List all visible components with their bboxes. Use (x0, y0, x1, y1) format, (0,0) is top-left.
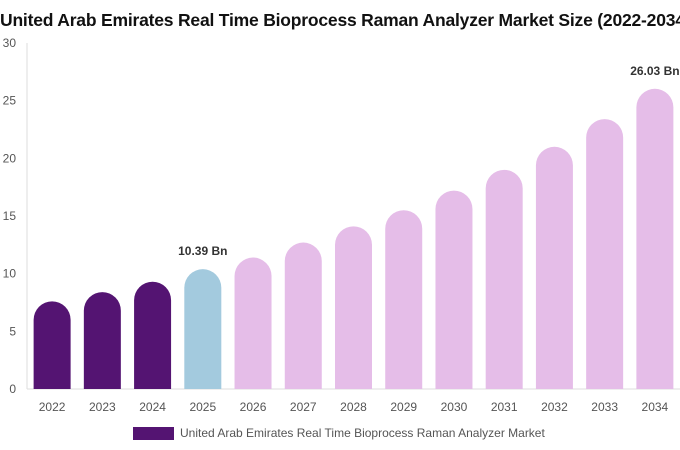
y-tick-label: 25 (3, 94, 17, 108)
x-tick-label: 2030 (441, 400, 468, 414)
x-tick-label: 2032 (541, 400, 568, 414)
chart-title: United Arab Emirates Real Time Bioproces… (0, 10, 680, 30)
bar-2027 (284, 242, 322, 389)
labels-layer: 10.39 Bn 26.03 Bn (178, 64, 679, 258)
x-tick-label: 2033 (591, 400, 618, 414)
bar-2031 (485, 169, 523, 389)
x-tick-label: 2034 (642, 400, 669, 414)
x-tick-label: 2022 (39, 400, 66, 414)
bar-2030 (435, 190, 473, 389)
data-label-2034: 26.03 Bn (630, 64, 679, 78)
bar-2032 (535, 146, 573, 389)
y-tick-label: 0 (9, 382, 16, 396)
bar-2034 (636, 88, 674, 389)
legend-label: United Arab Emirates Real Time Bioproces… (180, 426, 545, 440)
data-label-2025: 10.39 Bn (178, 244, 227, 258)
y-tick-label: 30 (3, 36, 17, 50)
bar-2025 (184, 269, 222, 389)
bar-2022 (33, 301, 71, 389)
y-tick-label: 5 (9, 324, 16, 338)
bar-2033 (586, 119, 624, 390)
y-tick-label: 10 (3, 267, 17, 281)
x-tick-label: 2026 (240, 400, 267, 414)
x-tick-label: 2023 (89, 400, 116, 414)
legend-swatch (133, 426, 174, 440)
bar-2028 (335, 226, 372, 389)
x-tick-label: 2024 (139, 400, 166, 414)
y-tick-label: 15 (3, 209, 17, 223)
bar-2026 (234, 257, 272, 389)
bar-2023 (83, 292, 121, 389)
x-tick-label: 2028 (340, 400, 367, 414)
x-tick-label: 2027 (290, 400, 317, 414)
bar-2024 (134, 281, 172, 389)
x-tick-label: 2031 (491, 400, 518, 414)
x-tick-label: 2025 (189, 400, 216, 414)
x-tick-label: 2029 (390, 400, 417, 414)
bar-2029 (385, 210, 423, 389)
bars-layer (33, 88, 674, 390)
y-tick-label: 20 (3, 151, 17, 165)
legend[interactable]: United Arab Emirates Real Time Bioproces… (133, 425, 545, 441)
